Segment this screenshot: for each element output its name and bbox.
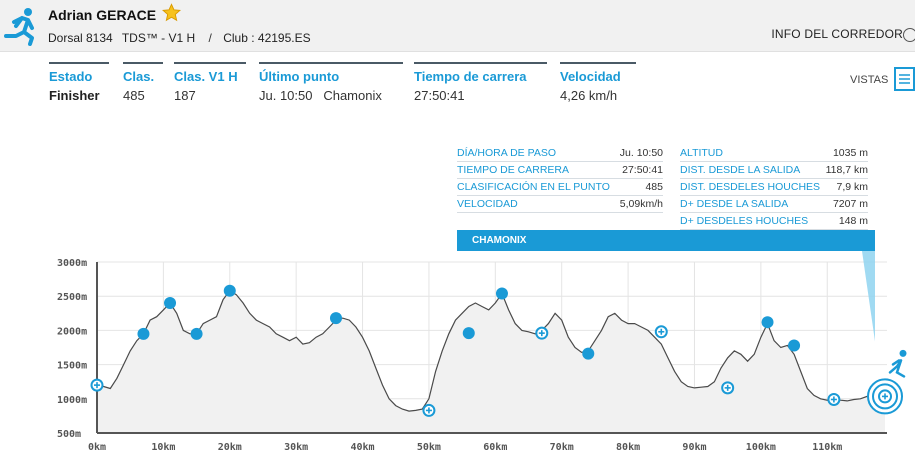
info-value: Ju. 10:50	[619, 147, 663, 159]
info-key: Día/Hora de paso	[457, 147, 556, 159]
runner-info-button[interactable]: INFO DEL CORREDOR	[771, 27, 903, 41]
runner-position-icon	[899, 349, 907, 357]
y-tick-label: 1000m	[57, 395, 87, 406]
info-key: Dist. desdeLes Houches	[680, 181, 821, 193]
stat-value: 187	[174, 88, 196, 103]
views-icon[interactable]	[894, 67, 915, 91]
stat-value: Finisher	[49, 88, 100, 103]
point-info-right: Altitud 1035 m Dist. desde la salida 118,7…	[680, 145, 868, 230]
x-tick-label: 110km	[812, 442, 842, 453]
info-row: Dist. desdeLes Houches 7,9 km	[680, 179, 868, 196]
x-tick-label: 60km	[483, 442, 507, 453]
checkpoint-marker	[329, 312, 342, 325]
stat-last-point: Último punto Ju. 10:50 Chamonix	[259, 62, 403, 103]
info-row: Clasificación en el punto 485	[457, 179, 663, 196]
info-value: 7207 m	[832, 198, 868, 210]
stat-speed: Velocidad 4,26 km/h	[560, 62, 636, 103]
checkpoint-marker	[582, 347, 595, 360]
info-value: 148 m	[838, 215, 868, 227]
checkpoint-marker	[137, 327, 150, 340]
info-value: 5,09km/h	[619, 198, 663, 210]
x-tick-label: 80km	[616, 442, 640, 453]
runner-name: Adrian GERACE	[48, 7, 157, 23]
info-key: D+ desdeLes Houches	[680, 215, 809, 227]
info-value: 485	[645, 181, 663, 193]
info-row: Tiempo de carrera 27:50:41	[457, 162, 663, 179]
runner-header: Adrian GERACE Dorsal 8134 TDS™ - V1 H / …	[0, 0, 915, 52]
stat-value: 27:50:41	[414, 88, 465, 103]
runner-position-icon	[888, 359, 906, 378]
info-key: Clasificación en el punto	[457, 181, 610, 193]
x-tick-label: 10km	[151, 442, 175, 453]
info-row: Dist. desde la salida 118,7 km	[680, 162, 868, 179]
checkpoint-marker	[223, 284, 236, 297]
checkpoint-marker	[164, 297, 177, 310]
y-tick-label: 2000m	[57, 326, 87, 337]
info-value: 118,7 km	[825, 164, 868, 176]
info-key: D+ desde la salida	[680, 198, 789, 210]
info-row: D+ desdeLes Houches 148 m	[680, 213, 868, 230]
runner-details: Dorsal 8134 TDS™ - V1 H / Club : 42195.E…	[48, 31, 317, 45]
stat-value: 4,26 km/h	[560, 88, 618, 103]
info-row: Altitud 1035 m	[680, 145, 868, 162]
info-value: 27:50:41	[622, 164, 663, 176]
y-tick-label: 1500m	[57, 361, 87, 372]
info-key: Tiempo de carrera	[457, 164, 570, 176]
favorite-star-icon[interactable]	[162, 3, 181, 22]
x-tick-label: 40km	[350, 442, 374, 453]
stat-value: Ju. 10:50 Chamonix	[259, 88, 382, 103]
checkpoint-marker	[495, 287, 508, 300]
stat-label: Último punto	[259, 69, 340, 84]
y-tick-label: 2500m	[57, 292, 87, 303]
x-tick-label: 30km	[284, 442, 308, 453]
stat-race-time: Tiempo de carrera 27:50:41	[414, 62, 547, 103]
stat-rank: Clas. 485	[123, 62, 163, 103]
checkpoint-marker	[788, 339, 801, 352]
callout-pointer	[862, 251, 876, 342]
info-key: Velocidad	[457, 198, 518, 210]
x-tick-label: 100km	[746, 442, 776, 453]
club-name: Club : 42195.ES	[223, 31, 311, 45]
info-row: Día/Hora de paso Ju. 10:50	[457, 145, 663, 162]
race-category: TDS™ - V1 H	[121, 31, 196, 45]
checkpoint-marker	[462, 327, 475, 340]
current-location-bar: CHAMONIX	[457, 230, 875, 251]
point-info-left: Día/Hora de paso Ju. 10:50 Tiempo de carr…	[457, 145, 663, 213]
stat-label: Velocidad	[560, 69, 621, 84]
info-circle-icon[interactable]	[903, 28, 915, 42]
separator: /	[208, 31, 212, 45]
x-tick-label: 90km	[682, 442, 706, 453]
stat-label: Estado	[49, 69, 93, 84]
info-row: Velocidad 5,09km/h	[457, 196, 663, 213]
stat-value: 485	[123, 88, 145, 103]
checkpoint-marker	[190, 327, 203, 340]
info-key: Altitud	[680, 147, 723, 159]
x-tick-label: 50km	[417, 442, 441, 453]
stat-category-rank: Clas. V1 H 187	[174, 62, 246, 103]
stat-label: Clas.	[123, 69, 155, 84]
x-tick-label: 20km	[218, 442, 242, 453]
info-value: 1035 m	[832, 147, 868, 159]
bib-number: Dorsal 8134	[48, 31, 113, 45]
stat-label: Tiempo de carrera	[414, 69, 527, 84]
stat-status: Estado Finisher	[49, 62, 109, 103]
checkpoint-marker	[761, 316, 774, 329]
runner-icon	[4, 8, 34, 46]
y-tick-label: 3000m	[57, 258, 87, 269]
info-value: 7,9 km	[836, 181, 868, 193]
x-tick-label: 0km	[88, 442, 106, 453]
y-tick-label: 500m	[57, 429, 81, 440]
profile-area	[97, 290, 886, 433]
views-label[interactable]: VISTAS	[850, 74, 889, 86]
info-key: Dist. desde la salida	[680, 164, 801, 176]
current-position-ring	[872, 383, 899, 410]
x-tick-label: 70km	[550, 442, 574, 453]
stat-label: Clas. V1 H	[174, 69, 238, 84]
info-row: D+ desde la salida 7207 m	[680, 196, 868, 213]
